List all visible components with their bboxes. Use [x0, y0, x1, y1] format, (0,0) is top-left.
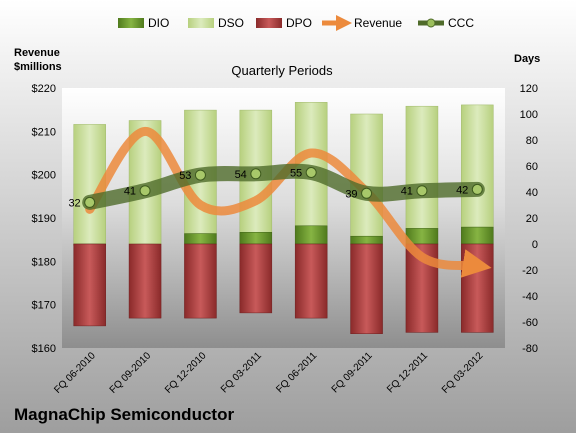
- ccc-data-label: 41: [124, 186, 136, 198]
- ccc-series: 32 41 53 54 55 39 41 42: [68, 163, 485, 210]
- legend-dpo-label: DPO: [286, 16, 312, 30]
- ccc-point: [194, 169, 206, 181]
- legend-dio-swatch: [118, 18, 144, 28]
- chart-title: Quarterly Periods: [231, 63, 333, 78]
- right-axis-title: Days: [514, 53, 540, 65]
- right-tick-label: -20: [522, 265, 538, 277]
- ccc-data-label: 54: [235, 169, 247, 181]
- ccc-data-label: 32: [68, 197, 80, 209]
- legend-revenue-label: Revenue: [354, 16, 402, 30]
- legend-dpo-swatch: [256, 18, 282, 28]
- revenue-series: [85, 126, 492, 278]
- ccc-data-label: 53: [179, 170, 191, 182]
- ccc-data-label: 55: [290, 168, 302, 180]
- right-tick-label: 120: [520, 83, 538, 95]
- bar-dpo: [350, 243, 383, 334]
- bar-dio: [461, 226, 494, 245]
- left-axis-title-line1: Revenue: [14, 47, 60, 59]
- bar-dpo: [73, 243, 106, 327]
- left-tick-label: $200: [32, 170, 56, 182]
- ccc-point: [250, 168, 262, 180]
- legend-dso-label: DSO: [218, 16, 244, 30]
- ccc-data-label: 39: [345, 188, 357, 200]
- chart-legend: DIO DSO DPO Revenue CCC: [118, 14, 474, 32]
- left-axis-title-line2: $millions: [14, 61, 62, 73]
- bar-dpo: [461, 243, 494, 333]
- bar-dio: [239, 232, 273, 245]
- bar-dpo: [128, 243, 162, 319]
- left-tick-label: $190: [32, 213, 56, 225]
- bar-dso: [461, 104, 494, 228]
- left-tick-label: $180: [32, 256, 56, 268]
- plot-area: [62, 88, 505, 348]
- right-tick-label: -40: [522, 291, 538, 303]
- legend-ccc-marker: [426, 18, 436, 28]
- left-tick-label: $170: [32, 300, 56, 312]
- right-tick-label: 40: [526, 187, 538, 199]
- right-tick-label: 100: [520, 109, 538, 121]
- ccc-point: [305, 167, 317, 178]
- bar-dpo: [239, 243, 273, 314]
- right-axis-ticks: -80 -60 -40 -20 0 20 40 60 80 100 120: [520, 83, 538, 355]
- ccc-data-label: 41: [401, 186, 413, 198]
- bar-dpo: [294, 243, 328, 319]
- ccc-point: [416, 185, 428, 197]
- bar-dso: [405, 105, 439, 229]
- legend-ccc-label: CCC: [448, 16, 474, 30]
- ccc-data-label: 42: [456, 184, 468, 196]
- ccc-point: [471, 183, 483, 195]
- right-tick-label: 80: [526, 135, 538, 147]
- right-tick-label: 60: [526, 161, 538, 173]
- left-tick-label: $220: [32, 83, 56, 95]
- right-tick-label: 0: [532, 239, 538, 251]
- bar-dio: [350, 235, 383, 245]
- bar-dio: [184, 233, 217, 245]
- left-tick-label: $210: [32, 126, 56, 138]
- right-tick-label: -80: [522, 343, 538, 355]
- right-tick-label: -60: [522, 317, 538, 329]
- bar-dio: [294, 225, 328, 245]
- legend-dso-swatch: [188, 18, 214, 28]
- ccc-point: [84, 196, 96, 208]
- right-tick-label: 20: [526, 213, 538, 225]
- left-tick-label: $160: [32, 343, 56, 355]
- revenue-line: [85, 126, 492, 278]
- left-axis-ticks: $160 $170 $180 $190 $200 $210 $220: [32, 83, 56, 355]
- ccc-point: [361, 187, 373, 199]
- company-name: MagnaChip Semiconductor: [14, 405, 234, 424]
- ccc-point: [139, 185, 151, 197]
- bar-dpo: [184, 243, 217, 319]
- legend-dio-label: DIO: [148, 16, 169, 30]
